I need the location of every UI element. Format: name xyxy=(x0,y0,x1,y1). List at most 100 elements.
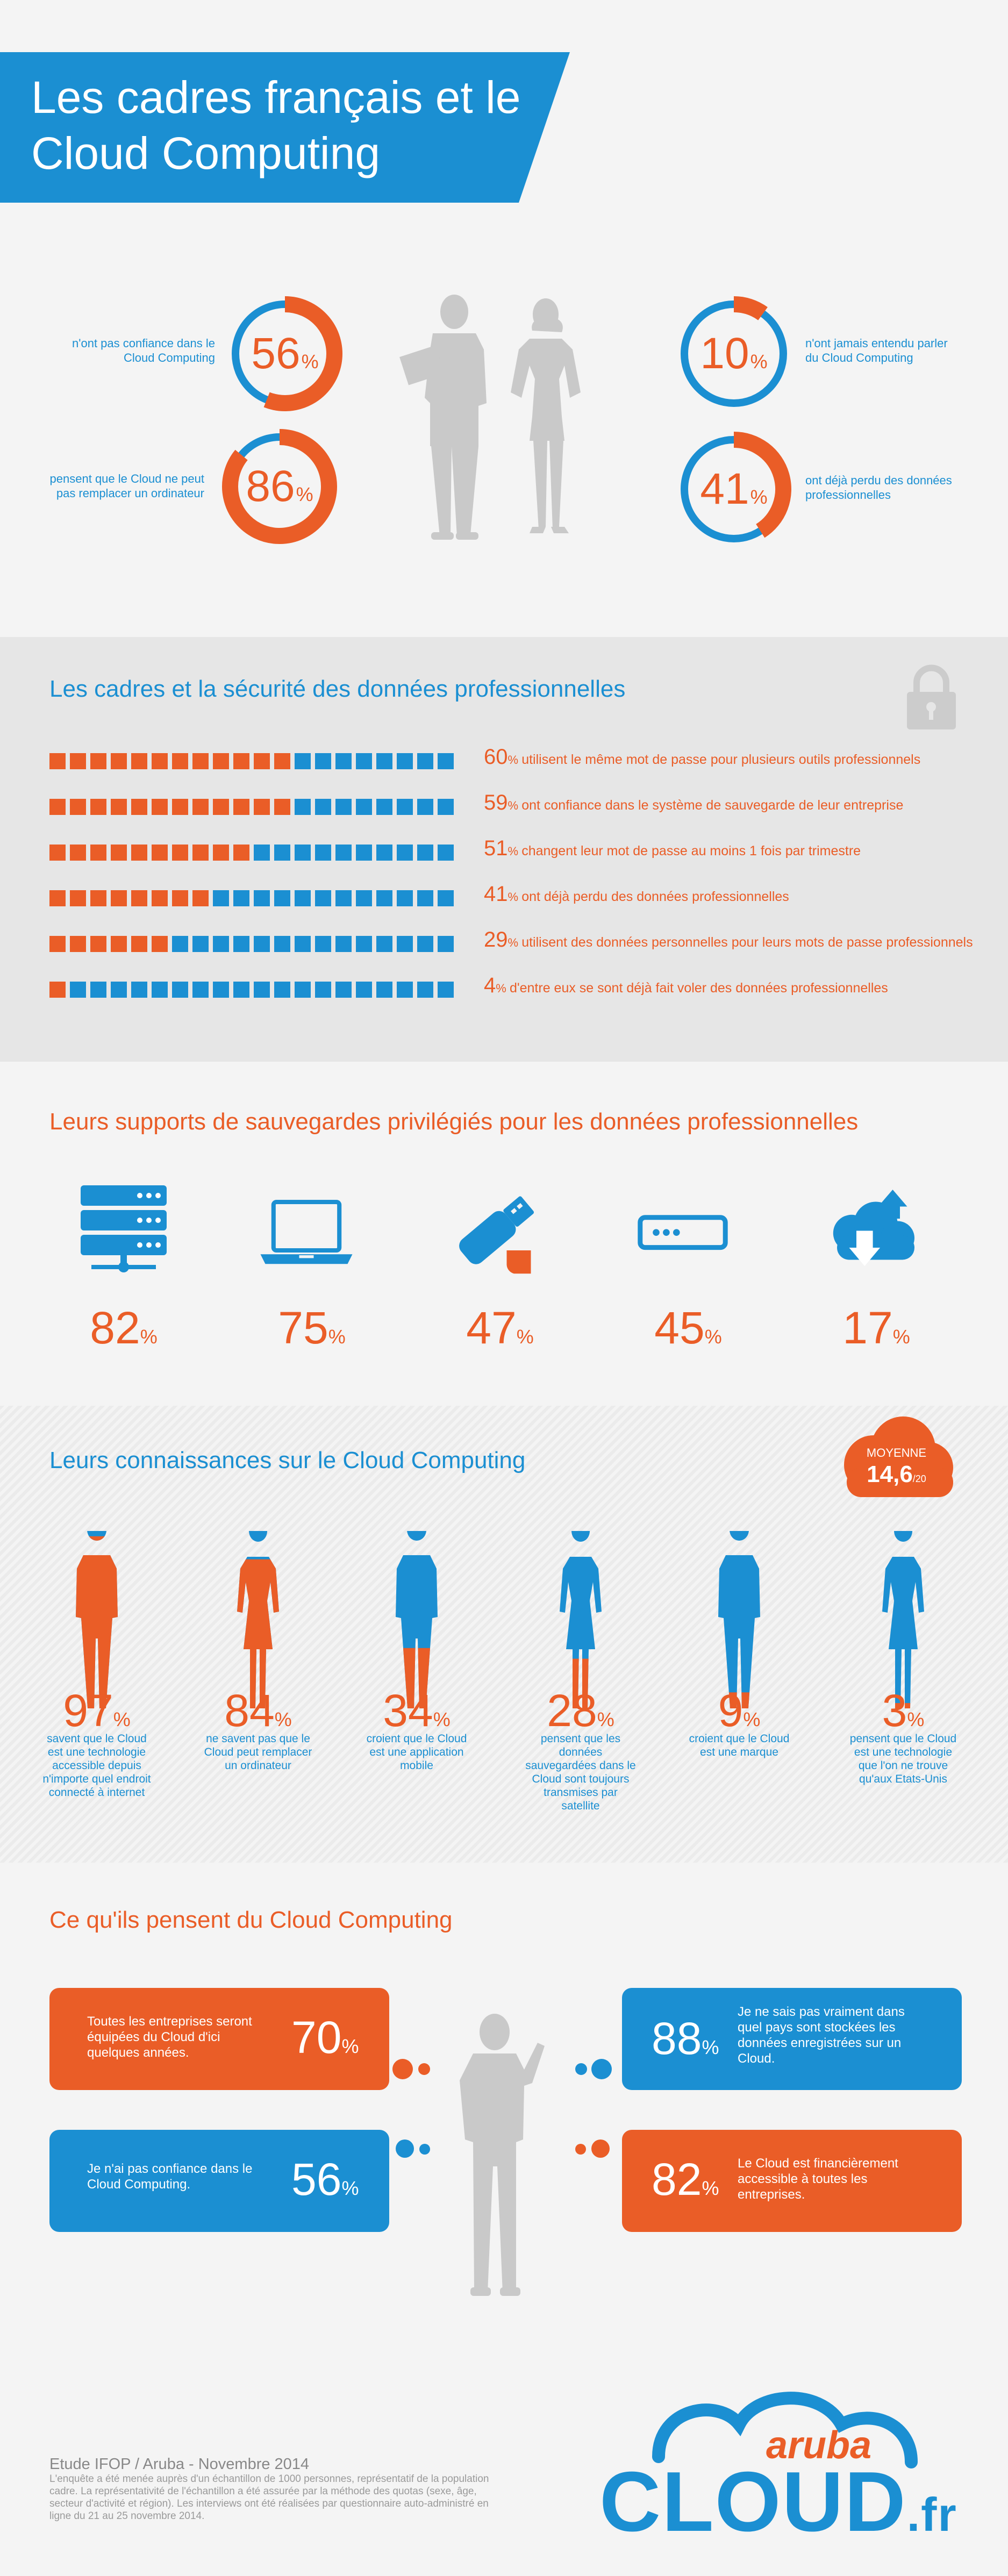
meter-square xyxy=(315,890,331,906)
cloud-sync-icon xyxy=(833,1190,914,1266)
security-stat-unit: % xyxy=(507,753,522,767)
meter-square xyxy=(274,936,290,952)
meter-square xyxy=(192,982,209,998)
figure-fill xyxy=(76,1536,118,1708)
ring-value-arc xyxy=(263,296,342,411)
supports-title: Leurs supports de sauvegardes privilégié… xyxy=(49,1108,859,1135)
support-number-2: 75 xyxy=(278,1303,328,1353)
meter-square xyxy=(233,845,249,861)
meter-square xyxy=(152,936,168,952)
meter-square xyxy=(213,753,229,769)
square-meter-row xyxy=(49,890,454,906)
meter-square xyxy=(376,936,392,952)
knowledge-unit: % xyxy=(433,1708,451,1730)
square-meter-row xyxy=(49,845,454,861)
meter-square xyxy=(335,936,352,952)
opinion-unit-4: % xyxy=(702,2177,719,2199)
ring-value-arc xyxy=(222,429,337,544)
lock-icon xyxy=(907,664,956,729)
meter-square xyxy=(295,936,311,952)
square-meter-row xyxy=(49,936,454,952)
opinion-value-1: 70% xyxy=(291,2015,359,2060)
intro-stat-unit-2: % xyxy=(296,483,313,505)
meter-square xyxy=(397,799,413,815)
intro-stat-label-2: pensent que le Cloud ne peut pas remplac… xyxy=(49,472,204,500)
meter-square xyxy=(111,753,127,769)
meter-square xyxy=(111,936,127,952)
intro-stat-value-2: 86 xyxy=(246,462,295,511)
meter-square xyxy=(172,845,188,861)
knowledge-text: croient que le Cloud est une application… xyxy=(366,1733,467,1772)
intro-stat-ring-4: 41% xyxy=(675,430,793,548)
page-title: Les cadres français et le Cloud Computin… xyxy=(31,72,521,178)
intro-stat-ring-3: 10% xyxy=(675,295,793,413)
support-number-4: 45 xyxy=(654,1303,705,1353)
meter-square xyxy=(397,890,413,906)
server-icon xyxy=(81,1185,167,1272)
knowledge-unit: % xyxy=(907,1708,925,1730)
average-score: 14,6/20 xyxy=(836,1461,957,1488)
footer-note: L'enquête a été menée auprès d'un échant… xyxy=(49,2473,489,2522)
security-stat: 59% ont confiance dans le système de sau… xyxy=(484,792,903,814)
security-stat: 4% d'entre eux se sont déjà fait voler d… xyxy=(484,975,888,997)
figure-base xyxy=(718,1531,760,1708)
knowledge-number: 28 xyxy=(547,1685,597,1736)
opinion-value-3: 56% xyxy=(291,2157,359,2202)
meter-square xyxy=(274,845,290,861)
meter-square xyxy=(152,890,168,906)
ring-value-arc xyxy=(733,296,768,321)
opinion-text-2: Je ne sais pas vraiment dans quel pays s… xyxy=(738,2005,905,2066)
opinion-number-1: 70 xyxy=(291,2012,342,2063)
woman-figure-icon xyxy=(882,1531,924,1708)
security-stat-value: 29 xyxy=(484,928,508,951)
meter-square xyxy=(90,799,106,815)
security-title: Les cadres et la sécurité des données pr… xyxy=(49,676,626,702)
intro-stat-value-1: 56 xyxy=(251,329,301,378)
support-unit-3: % xyxy=(516,1326,534,1348)
bubble-dot xyxy=(575,2144,586,2155)
opinion-text-1: Toutes les entreprises seront équipées d… xyxy=(87,2014,252,2060)
laptop-icon xyxy=(260,1199,353,1264)
intro-stat-value-4: 41 xyxy=(700,464,749,513)
security-stat-text: utilisent le même mot de passe pour plus… xyxy=(521,752,921,767)
support-unit-2: % xyxy=(328,1326,346,1348)
meter-square xyxy=(233,936,249,952)
knowledge-unit: % xyxy=(113,1708,131,1730)
security-stat-text: changent leur mot de passe au moins 1 fo… xyxy=(521,843,861,858)
bubble-dot xyxy=(591,2139,610,2158)
security-stat-value: 59 xyxy=(484,791,508,814)
average-label: MOYENNE xyxy=(866,1446,927,1459)
woman-figure-icon xyxy=(237,1531,279,1708)
figure-base xyxy=(882,1531,924,1708)
opinion-value-4: 82% xyxy=(652,2157,719,2202)
meter-square xyxy=(70,890,86,906)
meter-square xyxy=(90,890,106,906)
support-number-1: 82 xyxy=(90,1303,140,1353)
security-stat: 60% utilisent le même mot de passe pour … xyxy=(484,746,921,768)
meter-square xyxy=(192,799,209,815)
meter-square xyxy=(274,753,290,769)
ring-value-arc xyxy=(733,432,791,538)
support-unit-4: % xyxy=(704,1326,722,1348)
meter-square xyxy=(233,982,249,998)
meter-square xyxy=(254,982,270,998)
opinion-number-4: 82 xyxy=(652,2154,702,2205)
meter-square xyxy=(111,799,127,815)
square-meter-row xyxy=(49,799,454,815)
standing-man-figure xyxy=(460,2014,545,2296)
support-value-2: 75% xyxy=(258,1305,366,1350)
knowledge-number: 9 xyxy=(718,1685,744,1736)
intro-stat-label-3: n'ont jamais entendu parler du Cloud Com… xyxy=(805,337,948,364)
meter-square xyxy=(397,982,413,998)
intro-stat-label-1: n'ont pas confiance dans le Cloud Comput… xyxy=(72,337,215,364)
meter-square xyxy=(49,753,66,769)
meter-square xyxy=(335,799,352,815)
security-stat-value: 51 xyxy=(484,836,508,860)
meter-square xyxy=(295,890,311,906)
meter-square xyxy=(152,982,168,998)
average-badge: MOYENNE 14,6/20 xyxy=(836,1414,957,1505)
security-stat: 29% utilisent des données personnelles p… xyxy=(484,929,973,951)
meter-square xyxy=(172,936,188,952)
bubble-dot xyxy=(418,2063,430,2075)
meter-square xyxy=(90,982,106,998)
